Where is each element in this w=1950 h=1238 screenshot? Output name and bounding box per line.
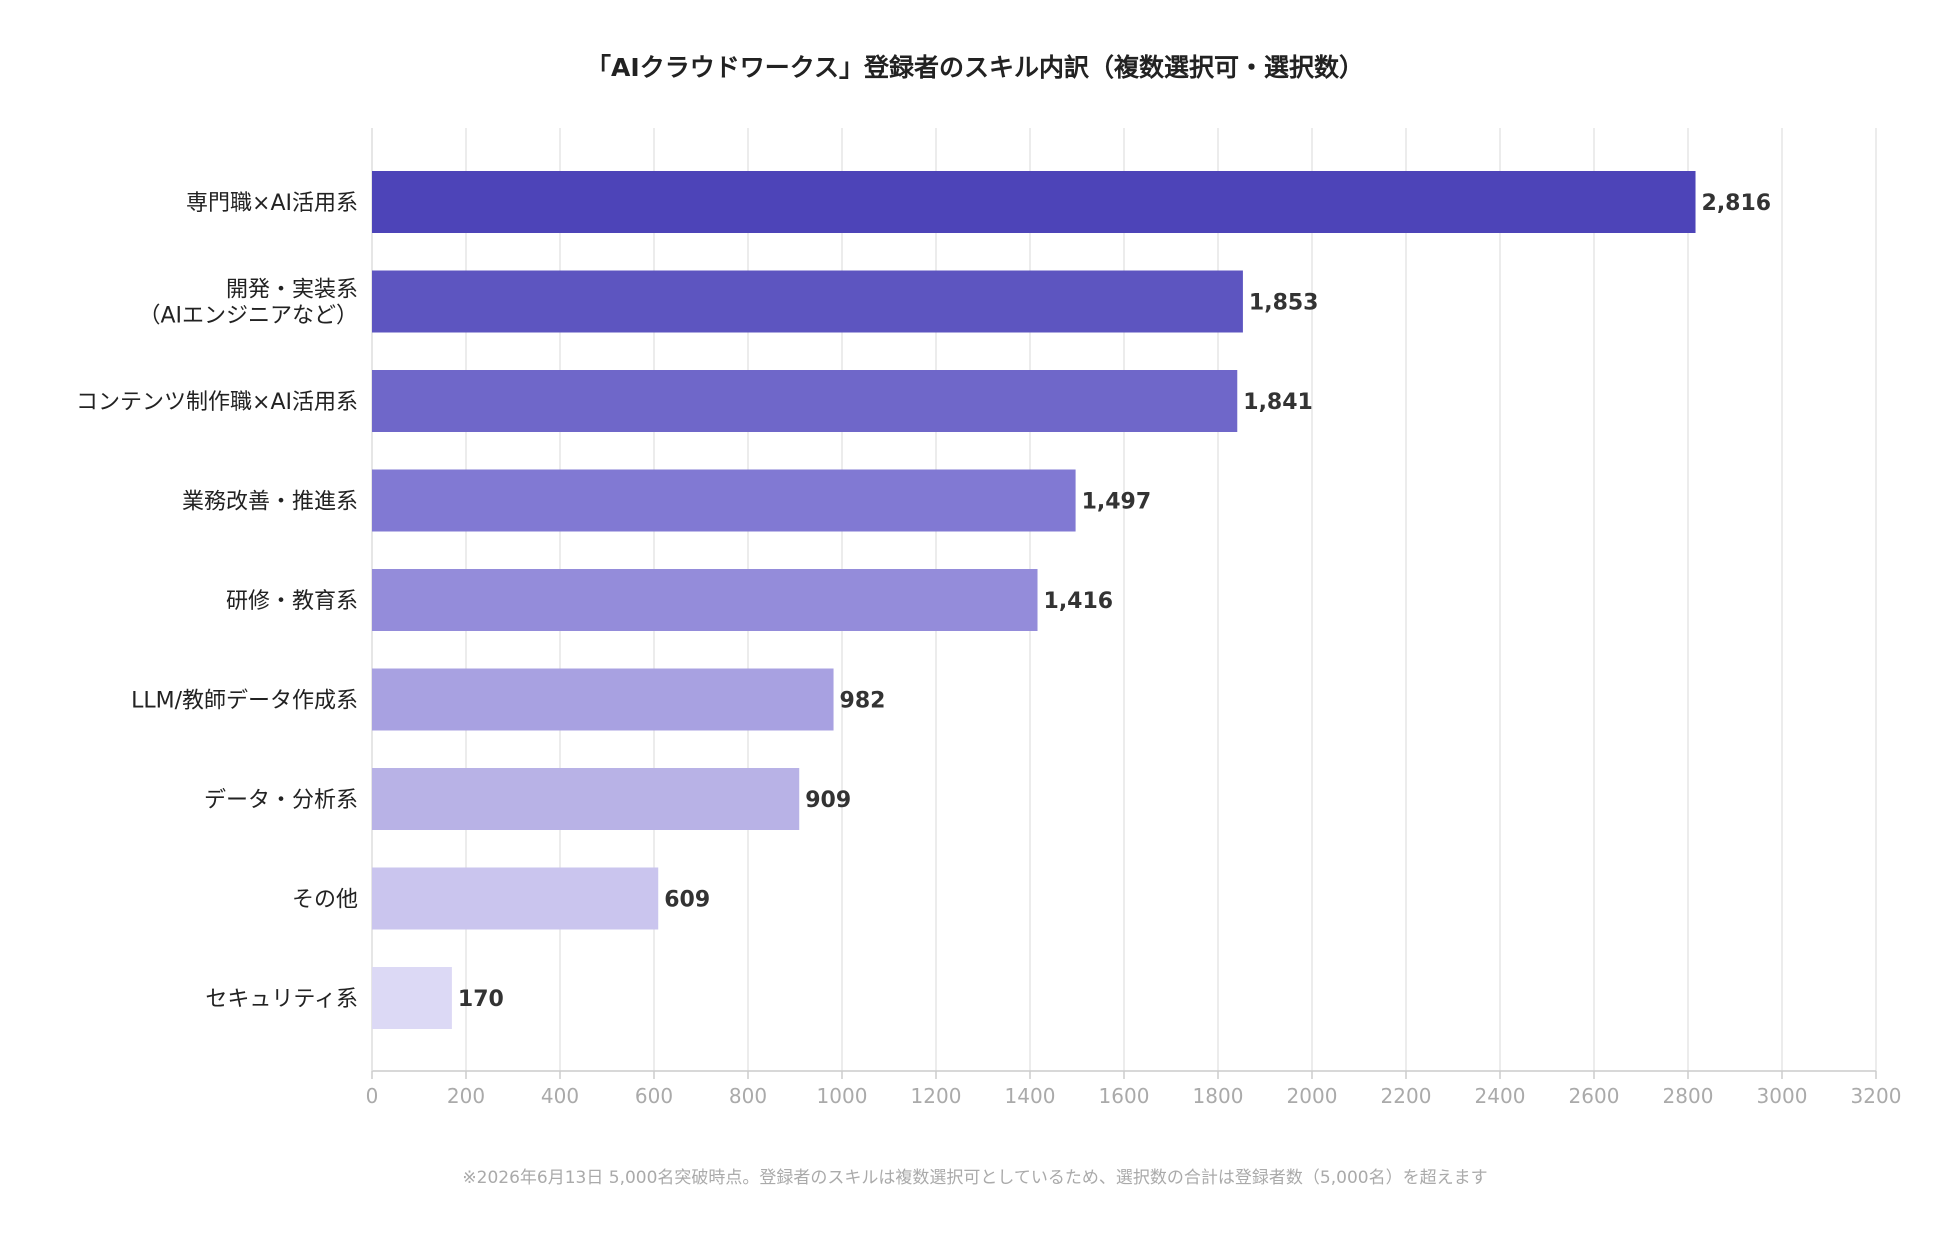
category-label-line: データ・分析系 [204, 788, 358, 813]
bar [372, 270, 1243, 333]
category-label: 開発・実装系（AIエンジニアなど） [138, 278, 358, 329]
category-label: 専門職×AI活用系 [186, 191, 358, 216]
category-label: その他 [292, 888, 358, 913]
x-tick-label: 400 [541, 1084, 579, 1108]
x-tick-label: 1600 [1099, 1084, 1150, 1108]
chart-title: 「AIクラウドワークス」登録者のスキル内訳（複数選択可・選択数） [586, 53, 1364, 82]
x-tick-label: 1400 [1005, 1084, 1056, 1108]
category-label: LLM/教師データ作成系 [131, 689, 358, 714]
category-label-line: 専門職×AI活用系 [186, 191, 358, 216]
bar [372, 469, 1076, 532]
bar [372, 967, 452, 1029]
x-tick-label: 1800 [1193, 1084, 1244, 1108]
bar [372, 171, 1696, 233]
bar-value-label: 982 [840, 689, 886, 714]
x-tick-label: 200 [447, 1084, 485, 1108]
x-tick-label: 2800 [1663, 1084, 1714, 1108]
bar [372, 768, 800, 830]
category-label-line: （AIエンジニアなど） [138, 304, 358, 329]
category-label: データ・分析系 [204, 788, 358, 813]
bar-value-label: 2,816 [1702, 191, 1772, 216]
bar-value-label: 1,841 [1243, 390, 1313, 415]
bar [372, 668, 834, 731]
category-label-line: 業務改善・推進系 [182, 490, 358, 515]
category-label-line: LLM/教師データ作成系 [131, 689, 358, 714]
category-label-line: コンテンツ制作職×AI活用系 [76, 390, 358, 415]
x-tick-label: 600 [635, 1084, 673, 1108]
x-tick-label: 2200 [1381, 1084, 1432, 1108]
bar-value-label: 1,853 [1249, 291, 1319, 316]
x-tick-label: 1000 [817, 1084, 868, 1108]
bar-value-label: 170 [458, 987, 504, 1012]
bar [372, 867, 659, 930]
x-tick-label: 1200 [911, 1084, 962, 1108]
bar-value-label: 1,497 [1082, 490, 1152, 515]
x-tick-label: 3200 [1851, 1084, 1902, 1108]
x-tick-label: 3000 [1757, 1084, 1808, 1108]
bar [372, 370, 1238, 432]
category-label-line: 研修・教育系 [226, 589, 358, 614]
category-label: 業務改善・推進系 [182, 490, 358, 515]
bar-value-label: 1,416 [1044, 589, 1114, 614]
category-label: 研修・教育系 [226, 589, 358, 614]
x-tick-label: 2600 [1569, 1084, 1620, 1108]
category-label-line: セキュリティ系 [205, 987, 358, 1012]
bar [372, 569, 1038, 631]
category-label-line: その他 [292, 888, 358, 913]
chart-footnote: ※2026年6月13日 5,000名突破時点。登録者のスキルは複数選択可としてい… [462, 1168, 1488, 1188]
bar-value-label: 909 [805, 788, 851, 813]
x-tick-label: 2000 [1287, 1084, 1338, 1108]
category-label: コンテンツ制作職×AI活用系 [76, 390, 358, 415]
category-label-line: 開発・実装系 [226, 278, 358, 303]
category-label: セキュリティ系 [205, 987, 358, 1012]
bar-value-label: 609 [664, 888, 710, 913]
x-tick-label: 0 [366, 1084, 379, 1108]
x-tick-label: 800 [729, 1084, 767, 1108]
x-tick-label: 2400 [1475, 1084, 1526, 1108]
